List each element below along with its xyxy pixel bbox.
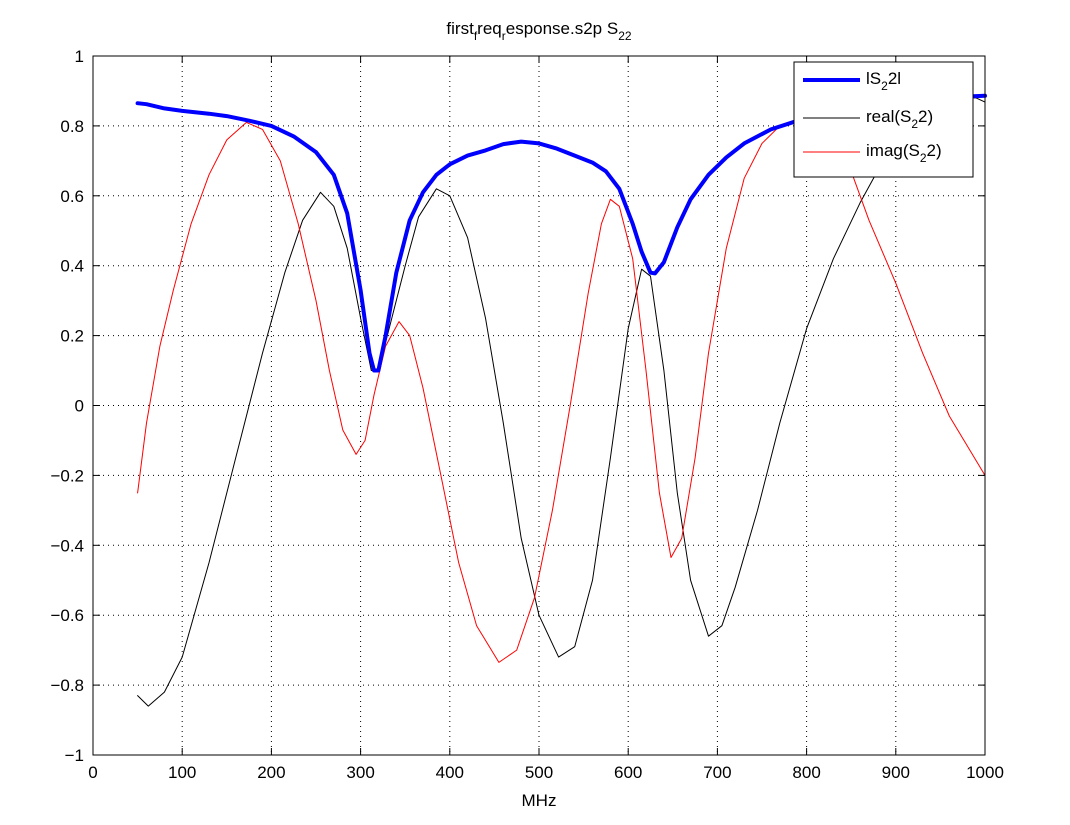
legend-entry: real(S22): [866, 107, 933, 131]
y-tick-label: 0.4: [60, 257, 84, 276]
title-sub-3: 22: [618, 29, 632, 43]
x-tick-label: 600: [614, 763, 642, 782]
x-tick-label: 400: [436, 763, 464, 782]
legend: lS22l real(S22) imag(S22): [793, 61, 974, 178]
y-tick-label: 0.2: [60, 327, 84, 346]
y-tick-label: −0.8: [50, 676, 84, 695]
x-tick-label: 800: [792, 763, 820, 782]
x-tick-label: 0: [88, 763, 97, 782]
y-tick-label: 0.6: [60, 187, 84, 206]
chart-title: firstfreqresponse.s2p S22: [446, 19, 631, 43]
y-tick-label: −1: [65, 746, 84, 765]
x-tick-label: 1000: [966, 763, 1004, 782]
x-tick-label: 900: [882, 763, 910, 782]
legend-entry: lS22l: [866, 69, 901, 93]
title-part-rest: esponse.s2p S: [506, 19, 618, 38]
title-part-main: first: [446, 19, 474, 38]
series-line-imag-s22-: [137, 120, 986, 663]
y-tick-label: −0.6: [50, 606, 84, 625]
x-axis-label: MHz: [522, 791, 557, 810]
series-line--s22-: [135, 93, 987, 373]
x-tick-label: 200: [257, 763, 285, 782]
x-tick-label: 700: [703, 763, 731, 782]
x-tick-labels: 0 100 200 300 400 500 600 700 800 900 1000: [88, 763, 1004, 782]
title-sub-1: f: [474, 29, 478, 43]
legend-entry: imag(S22): [866, 141, 942, 165]
axis-ticks: [92, 55, 986, 756]
x-tick-label: 300: [346, 763, 374, 782]
series-line-real-s22-: [137, 97, 986, 707]
y-tick-label: 1: [75, 47, 84, 66]
x-tick-label: 100: [168, 763, 196, 782]
y-tick-label: 0.8: [60, 117, 84, 136]
title-sub-2: r: [502, 29, 506, 43]
y-tick-labels: −1 −0.8 −0.6 −0.4 −0.2 0 0.2 0.4 0.6 0.8 1: [50, 47, 84, 765]
title-part-mid: req: [477, 19, 502, 38]
plot-series: [135, 93, 987, 707]
y-tick-label: −0.2: [50, 466, 84, 485]
y-tick-label: 0: [75, 397, 84, 416]
y-tick-label: −0.4: [50, 536, 84, 555]
x-tick-label: 500: [525, 763, 553, 782]
